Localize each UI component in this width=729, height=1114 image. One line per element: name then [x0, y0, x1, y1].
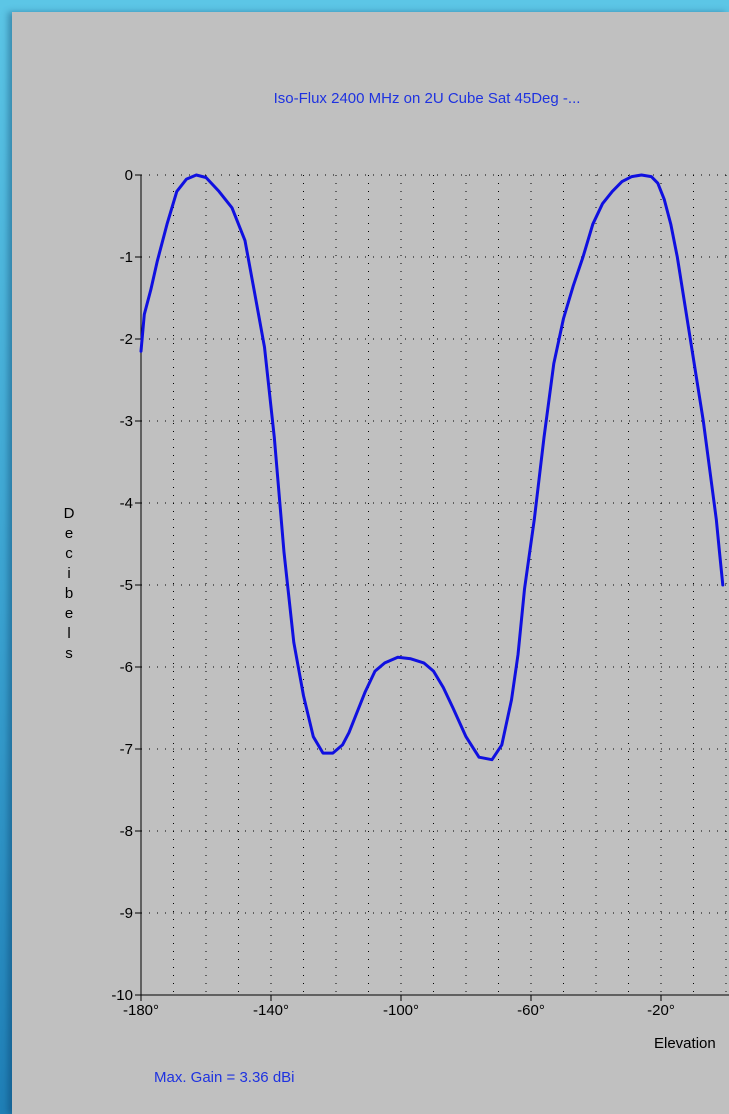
y-axis-label-char: b: [64, 585, 74, 602]
x-tick-label: -100°: [383, 1002, 419, 1019]
y-tick-label: -10: [111, 987, 133, 1004]
y-axis-label-char: D: [63, 505, 75, 522]
series-lines: [139, 173, 725, 762]
y-axis-label-char: l: [67, 625, 71, 642]
y-tick-label: 0: [125, 167, 133, 184]
y-axis-label-char: s: [65, 645, 73, 662]
x-tick-label: -140°: [253, 1002, 289, 1019]
y-tick-label: -6: [120, 659, 133, 676]
chart-title: Iso-Flux 2400 MHz on 2U Cube Sat 45Deg -…: [273, 90, 581, 107]
y-axis-label-char: i: [67, 565, 71, 582]
y-tick-label: -3: [120, 413, 133, 430]
y-axis-label-char: e: [64, 525, 74, 542]
x-tick-label: -180°: [123, 1002, 159, 1019]
y-tick-label: -4: [120, 495, 133, 512]
y-tick-label: -1: [120, 249, 133, 266]
grid-lines: [141, 174, 729, 995]
y-tick-label: -8: [120, 823, 133, 840]
y-tick-label: -9: [120, 905, 133, 922]
max-gain-label: Max. Gain = 3.36 dBi: [154, 1069, 295, 1086]
x-tick-label: -60°: [517, 1002, 545, 1019]
y-tick-label: -5: [120, 577, 133, 594]
tick-labels: 0 -1 -2 -3 -4 -5 -6 -7 -8 -9 -10-180° -140° -100° -60…: [111, 167, 675, 1019]
y-axis-label-char: e: [64, 605, 74, 622]
series-line: [139, 173, 725, 762]
y-tick-label: -7: [120, 741, 133, 758]
chart-plot: 0 -1 -2 -3 -4 -5 -6 -7 -8 -9 -10-180° -140° -100° -60…: [111, 167, 729, 1019]
y-tick-label: -2: [120, 331, 133, 348]
x-tick-label: -20°: [647, 1002, 675, 1019]
axes: [135, 174, 729, 1001]
y-axis-label-char: c: [65, 545, 73, 562]
plot-panel: Iso-Flux 2400 MHz on 2U Cube Sat 45Deg -…: [12, 12, 729, 1114]
x-axis-label: Elevation: [654, 1035, 716, 1052]
